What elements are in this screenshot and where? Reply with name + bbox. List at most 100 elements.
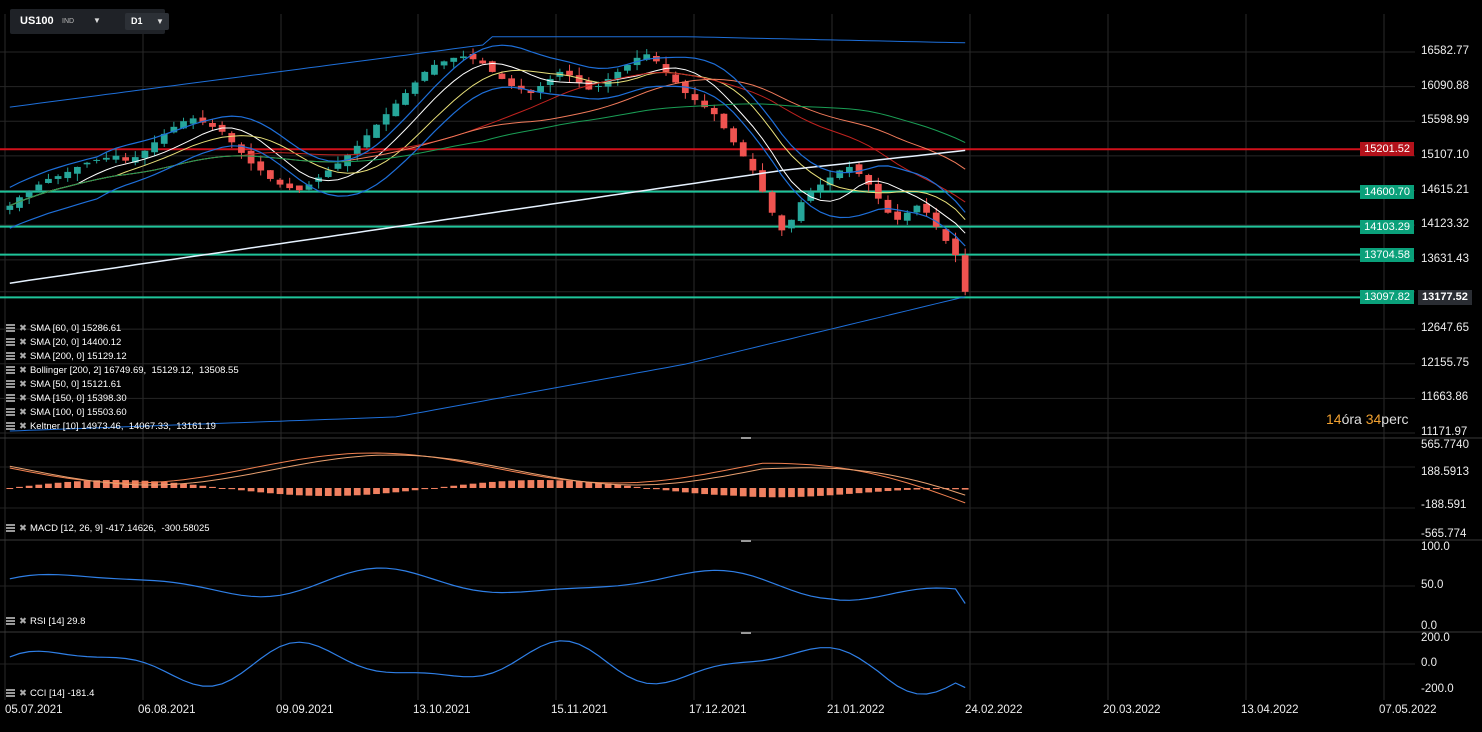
macd-histogram-bar [701, 488, 709, 495]
close-icon[interactable]: ✖ [19, 393, 27, 404]
menu-icon[interactable] [6, 352, 15, 360]
close-icon[interactable]: ✖ [19, 365, 27, 376]
indicator-legend-text: Bollinger [200, 2] 16749.69, 15129.12, 1… [29, 365, 239, 376]
indicator-legend-item[interactable]: ✖ Bollinger [200, 2] 16749.69, 15129.12, … [6, 365, 239, 376]
macd-histogram-bar [469, 483, 477, 488]
macd-histogram-bar [517, 480, 525, 488]
candle-body [546, 78, 554, 85]
timeframe-dropdown-icon[interactable]: ▼ [156, 17, 164, 26]
indicator-legend-item[interactable]: ✖ Keltner [10] 14973.46, 14067.33, 13161.… [6, 421, 216, 432]
sub-axis-label: 0.0 [1421, 657, 1437, 669]
macd-histogram-bar [16, 486, 23, 488]
indicator-legend-item[interactable]: ✖ SMA [100, 0] 15503.60 [6, 407, 127, 418]
menu-icon[interactable] [6, 408, 15, 416]
menu-icon[interactable] [6, 394, 15, 402]
macd-legend[interactable]: ✖ MACD [12, 26, 9] -417.14626, -300.58025 [6, 523, 210, 534]
close-icon[interactable]: ✖ [19, 337, 27, 348]
candle-body [334, 163, 342, 169]
close-icon[interactable]: ✖ [19, 523, 27, 534]
candle-body [913, 205, 921, 213]
indicator-legend-text: SMA [200, 0] 15129.12 [29, 351, 127, 362]
candle-body [759, 170, 766, 192]
macd-histogram-bar [903, 488, 911, 490]
macd-histogram-bar [874, 488, 882, 492]
date-axis-label: 13.10.2021 [413, 704, 471, 716]
macd-histogram-bar [238, 488, 245, 491]
candle-body [836, 170, 844, 179]
close-icon[interactable]: ✖ [19, 421, 27, 432]
date-axis-label: 07.05.2022 [1379, 704, 1437, 716]
level-tag[interactable]: 15201.52 [1360, 142, 1414, 157]
close-icon[interactable]: ✖ [19, 407, 27, 418]
candle-body [353, 145, 361, 154]
level-tag[interactable]: 13704.58 [1360, 247, 1414, 262]
close-icon[interactable]: ✖ [19, 323, 27, 334]
menu-icon[interactable] [6, 338, 15, 346]
macd-histogram-bar [961, 488, 969, 490]
timeframe-selector[interactable]: D1 ▼ [125, 13, 169, 30]
candle-body [952, 238, 959, 255]
macd-histogram-bar [315, 488, 323, 496]
rsi-legend[interactable]: ✖ RSI [14] 29.8 [6, 616, 85, 627]
level-tag[interactable]: 14600.70 [1360, 184, 1414, 199]
candle-body [739, 142, 747, 157]
menu-icon[interactable] [6, 617, 15, 625]
macd-histogram-bar [189, 484, 197, 488]
macd-histogram-bar [93, 480, 101, 488]
level-tag[interactable]: 13097.82 [1360, 290, 1414, 305]
candle-body [845, 166, 853, 173]
panel-resize-handle[interactable] [741, 540, 751, 542]
level-tag[interactable]: 14103.29 [1360, 219, 1414, 234]
menu-icon[interactable] [6, 366, 15, 374]
macd-histogram-bar [35, 484, 43, 488]
macd-histogram-bar [324, 488, 332, 496]
candle-body [749, 158, 757, 171]
sub-axis-label: 50.0 [1421, 579, 1444, 591]
menu-icon[interactable] [6, 524, 15, 532]
indicator-legend-item[interactable]: ✖ SMA [200, 0] 15129.12 [6, 351, 127, 362]
close-icon[interactable]: ✖ [19, 688, 27, 699]
candle-body [102, 157, 110, 160]
macd-histogram-bar [817, 488, 824, 496]
macd-histogram-bar [180, 483, 187, 488]
keltner-lower-line [9, 85, 966, 247]
candle-body [257, 161, 265, 171]
symbol-toolbar[interactable]: US100 IND ▼ D1 ▼ [10, 9, 169, 34]
symbol-name[interactable]: US100 [20, 15, 54, 27]
macd-histogram-bar [527, 480, 535, 488]
sub-axis-label: 200.0 [1421, 632, 1450, 644]
indicator-legend-item[interactable]: ✖ SMA [60, 0] 15286.61 [6, 323, 121, 334]
menu-icon[interactable] [6, 689, 15, 697]
indicator-legend-item[interactable]: ✖ SMA [50, 0] 15121.61 [6, 379, 121, 390]
candle-body [276, 179, 284, 185]
candle-body [228, 133, 236, 143]
symbol-dropdown-icon[interactable]: ▼ [93, 16, 101, 25]
macd-histogram-bar [556, 480, 564, 488]
macd-histogram-bar [691, 488, 699, 494]
rsi-line [9, 567, 966, 604]
date-axis-label: 24.02.2022 [965, 704, 1023, 716]
macd-histogram-bar [720, 488, 728, 496]
candle-body [54, 176, 62, 179]
indicator-legend-item[interactable]: ✖ SMA [20, 0] 14400.12 [6, 337, 121, 348]
candle-body [923, 203, 930, 213]
indicator-legend-item[interactable]: ✖ SMA [150, 0] 15398.30 [6, 393, 127, 404]
menu-icon[interactable] [6, 324, 15, 332]
menu-icon[interactable] [6, 422, 15, 430]
menu-icon[interactable] [6, 380, 15, 388]
close-icon[interactable]: ✖ [19, 616, 27, 627]
candle-body [884, 199, 892, 213]
cci-legend[interactable]: ✖ CCI [14] -181.4 [6, 688, 94, 699]
panel-resize-handle[interactable] [741, 632, 751, 634]
indicator-legend-text: SMA [100, 0] 15503.60 [29, 407, 127, 418]
close-icon[interactable]: ✖ [19, 351, 27, 362]
macd-histogram-bar [295, 488, 303, 496]
macd-histogram-bar [305, 488, 313, 496]
candle-body [566, 70, 573, 76]
macd-histogram-bar [884, 488, 892, 492]
candle-body [469, 53, 477, 60]
close-icon[interactable]: ✖ [19, 379, 27, 390]
panel-resize-handle[interactable] [741, 437, 751, 439]
countdown-hours-unit: óra [1341, 411, 1362, 427]
